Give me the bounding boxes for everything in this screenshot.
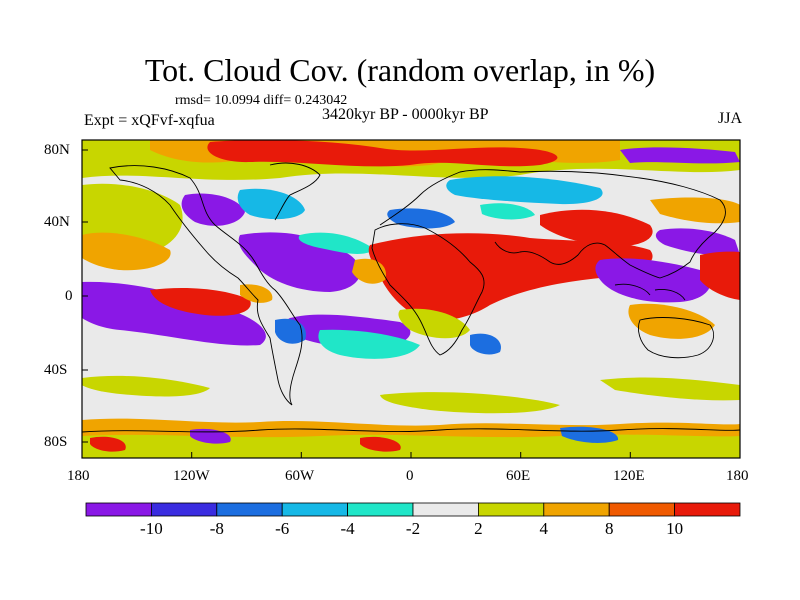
anomaly-epacific-purple [82,281,266,346]
colorbar-swatch [674,502,741,517]
axis-ticks [81,149,741,458]
lon-label-120e: 120E [613,468,645,484]
anomaly-pacific-orange [650,197,740,224]
period-label: 3420kyr BP - 0000kyr BP [322,106,489,123]
lat-label-0: 0 [65,288,73,304]
eurasia-coast [379,169,726,279]
lat-label-80n: 80N [44,142,70,158]
colorbar-label: -8 [209,519,224,538]
anomaly-sohio-yellow [82,375,210,397]
anomaly-eurasia-cyan [446,176,603,205]
lon-label-60w: 60W [285,468,315,484]
colorbar [85,502,741,517]
lon-label-180w: 180 [67,468,90,484]
anomaly-africa-red [368,233,653,321]
lon-label-180e: 180 [726,468,749,484]
greenland-coast [269,162,321,221]
lat-label-40s: 40S [44,362,68,378]
anomaly-asia-red [540,209,653,247]
anomaly-npacific-orange [82,232,171,271]
colorbar-swatch [608,502,676,517]
anomaly-antarctic-purple [190,428,231,444]
americas-coast [109,165,303,406]
lon-label-0: 0 [406,468,414,484]
anomaly-wpacific-purple [595,258,711,303]
chart-title: Tot. Cloud Cov. (random overlap, in %) [144,52,656,88]
anomaly-africa-orange [352,258,386,284]
colorbar-swatch [216,502,283,517]
lon-label-60e: 60E [506,468,531,484]
anomaly-antarctic-yellow [82,434,740,458]
anomaly-epacific-red [150,288,251,316]
experiment-label: Expt = xQFvf-xqfua [84,112,215,129]
colorbar-swatch [477,502,545,517]
colorbar-swatch [150,502,218,517]
anomaly-arctic-purple [620,147,740,164]
lon-label-120w: 120W [173,468,210,484]
anomaly-madagascar-blue [470,333,501,355]
anomaly-australia-orange [628,303,715,339]
anomaly-samerica-blue [275,318,306,344]
anomaly-namerica-blue [237,188,305,220]
anomaly-sohio-yellow-3 [600,377,740,401]
anomaly-sohio-yellow-2 [380,392,560,414]
stats-text: rmsd= 10.0994 diff= 0.243042 [175,93,348,108]
colorbar-swatch [347,502,414,517]
anomaly-antarctic-red [90,436,126,452]
antarctica-coast [82,428,740,433]
colorbar-label: -6 [275,519,290,538]
coastlines [82,162,740,433]
anomaly-africa-yellow [398,308,470,339]
anomaly-npacific-purple [655,228,740,256]
anomaly-namerica-purple [181,193,245,226]
colorbar-label: 2 [474,519,483,538]
colorbar-label: -2 [405,519,421,538]
indonesia-coast [614,283,686,301]
anomaly-antarctic-red-2 [360,436,401,452]
colorbar-swatch [85,502,152,517]
lat-label-40n: 40N [44,214,70,230]
lat-label-80s: 80S [44,434,68,450]
anomaly-satlantic-cyan [318,329,420,359]
anomaly-caspian-cyan [480,203,535,220]
colorbar-swatch [412,502,479,517]
anomaly-arctic-red [207,140,558,167]
anomaly-atlantic-cyan [298,232,375,254]
colorbar-swatch [543,502,610,517]
colorbar-label: -10 [140,519,163,538]
anomaly-pacific-red [700,251,740,300]
australia-coast [637,317,714,359]
colorbar-label: 10 [666,519,684,538]
season-label: JJA [717,110,742,127]
colorbar-label: 8 [604,519,614,538]
colorbar-swatch [281,502,349,517]
africa-coast [371,223,485,356]
colorbar-label: -4 [340,519,355,538]
colorbar-label: 4 [539,519,549,538]
